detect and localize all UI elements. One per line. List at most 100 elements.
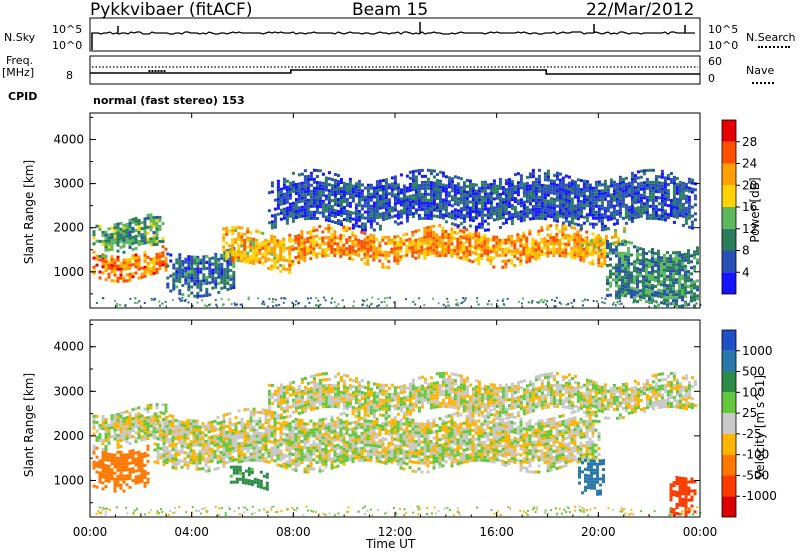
power-cell [164, 262, 168, 266]
velocity-cell [104, 473, 108, 477]
velocity-cell [107, 432, 111, 436]
power-cell [678, 189, 682, 193]
power-cell [591, 259, 595, 263]
power-cell [417, 252, 421, 256]
power-cell [172, 263, 176, 267]
power-cell [486, 213, 490, 217]
power-cell [366, 219, 370, 223]
power-cell [642, 290, 645, 294]
velocity-cell [219, 439, 223, 442]
power-noise [685, 302, 688, 305]
power-cell [480, 189, 484, 193]
power-cell [579, 212, 583, 216]
power-cell [131, 217, 135, 221]
power-cell [501, 259, 505, 263]
power-cell [351, 196, 355, 200]
power-cell [642, 169, 646, 173]
power-cell [471, 251, 475, 255]
power-cell [615, 263, 618, 267]
power-cell [208, 257, 212, 261]
power-cell [609, 199, 613, 203]
power-cell [357, 179, 361, 183]
power-cell [453, 211, 457, 215]
power-cell [282, 180, 286, 184]
power-cell [453, 231, 457, 234]
power-cell [513, 206, 517, 210]
power-cell [663, 209, 667, 213]
power-cell [441, 250, 445, 254]
velocity-cell [177, 434, 181, 438]
power-cell [561, 194, 565, 198]
power-cell [498, 244, 502, 248]
power-cell [291, 180, 295, 184]
power-cell [137, 225, 141, 228]
power-cell [591, 189, 595, 193]
velocity-cell [140, 414, 144, 418]
velocity-cell [252, 440, 256, 444]
power-cell [483, 228, 487, 232]
power-cell [459, 195, 463, 199]
power-cell [507, 193, 511, 197]
power-cell [363, 204, 367, 208]
power-cell [318, 187, 322, 191]
power-cell [357, 188, 361, 192]
power-cell [474, 246, 478, 250]
power-cell [630, 241, 633, 245]
power-cell [300, 254, 304, 258]
velocity-cell [291, 462, 295, 466]
velocity-cell [98, 424, 102, 428]
power-cell [303, 253, 307, 257]
velocity-cell [225, 434, 229, 437]
power-cell [387, 235, 391, 239]
power-cell [585, 242, 589, 246]
velocity-cell [101, 469, 105, 473]
power-cell [291, 238, 295, 242]
power-cell [393, 199, 397, 203]
power-noise [618, 297, 621, 300]
power-cell [462, 220, 466, 224]
power-cell [342, 246, 346, 250]
power-cell [196, 273, 200, 277]
velocity-cell [279, 422, 283, 426]
power-cell [264, 256, 268, 260]
power-cell [336, 248, 340, 252]
velocity-cell [131, 429, 135, 433]
power-cell [654, 214, 658, 217]
power-cell [489, 207, 493, 210]
power-noise [545, 303, 547, 306]
velocity-cell [137, 430, 141, 434]
power-cell [546, 187, 550, 191]
power-cell [591, 204, 595, 208]
power-cell [465, 252, 469, 256]
power-cell [573, 253, 577, 257]
power-cell [140, 221, 144, 225]
velocity-cell [110, 453, 114, 457]
power-cell [666, 299, 669, 303]
power-cell [651, 189, 655, 193]
power-cell [104, 266, 108, 270]
velocity-cell [116, 474, 120, 478]
power-cell [417, 243, 421, 247]
power-cell [483, 204, 487, 208]
power-cell [312, 189, 316, 193]
power-cell [624, 240, 627, 244]
power-cell [211, 262, 215, 266]
power-cell [327, 216, 331, 220]
power-cell [627, 252, 630, 256]
velocity-cell [195, 419, 199, 423]
power-cell [378, 194, 382, 198]
velocity-cell [288, 449, 292, 453]
power-cell [324, 227, 328, 231]
power-cell [232, 280, 236, 283]
power-cell [573, 216, 577, 220]
power-cell [297, 182, 301, 186]
velocity-cell [113, 419, 117, 423]
power-cell [369, 195, 373, 199]
power-cell [543, 208, 547, 212]
velocity-cell [186, 454, 190, 458]
velocity-cell [267, 439, 271, 443]
power-noise [274, 298, 277, 301]
power-cell [456, 252, 460, 256]
power-noise [455, 303, 458, 306]
velocity-cell [255, 410, 259, 414]
